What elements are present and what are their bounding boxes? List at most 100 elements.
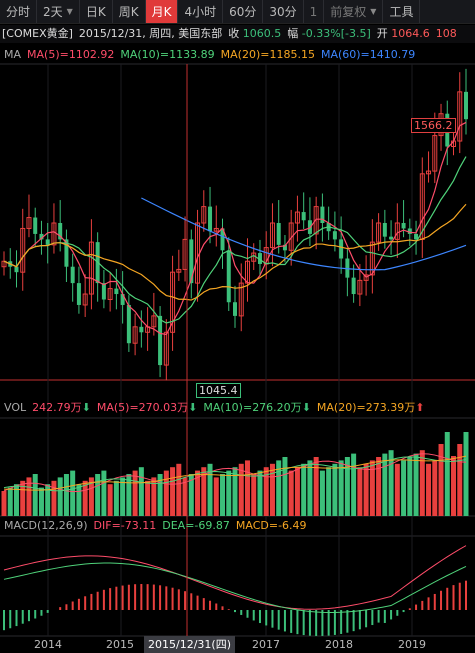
volume-bar xyxy=(107,484,113,516)
candle-down xyxy=(76,283,81,305)
up-arrow-icon: ⬆ xyxy=(415,401,425,414)
candle-up xyxy=(357,279,363,295)
candle-down xyxy=(464,91,468,120)
down-arrow-icon: ⬇ xyxy=(301,401,311,414)
candle-up xyxy=(457,91,463,142)
volume-bar xyxy=(7,487,13,516)
volume-bar xyxy=(26,477,32,516)
tab-more-periods[interactable]: 1 xyxy=(304,0,325,23)
tab-2day[interactable]: 2天 ▼ xyxy=(37,0,80,23)
candle-down xyxy=(332,231,337,240)
candle-up xyxy=(269,222,275,249)
chart-grid xyxy=(0,63,475,637)
chevron-down-icon: ▼ xyxy=(370,7,377,16)
candlestick-series xyxy=(1,68,468,381)
macd-label: MACD(12,26,9) xyxy=(4,519,88,532)
candle-up xyxy=(213,227,219,232)
candle-up xyxy=(107,288,113,301)
candle-down xyxy=(114,288,119,295)
candle-up xyxy=(432,135,438,172)
down-arrow-icon: ⬇ xyxy=(81,401,91,414)
volume-bar xyxy=(13,484,19,516)
candle-down xyxy=(401,223,406,229)
volume-bar xyxy=(444,432,450,516)
dea-line xyxy=(3,562,467,613)
change-label: 幅 xyxy=(287,27,299,40)
volume-bar xyxy=(45,484,51,516)
macd-value: MACD=-6.49 xyxy=(235,519,307,532)
volume-bar xyxy=(38,487,44,516)
volume-bar xyxy=(251,474,257,516)
volume-bar xyxy=(145,480,151,516)
tab-weekly-k[interactable]: 周K xyxy=(113,0,146,23)
volume-bar xyxy=(188,474,194,516)
ma-lines xyxy=(3,121,467,336)
volume-bar xyxy=(369,460,375,516)
tab-30min[interactable]: 30分 xyxy=(263,0,304,23)
tab-60min[interactable]: 60分 xyxy=(223,0,264,23)
candle-up xyxy=(132,326,138,344)
volume-bar xyxy=(451,456,457,516)
volume-bar xyxy=(163,470,169,516)
candle-up xyxy=(288,222,294,251)
close-value: 1060.5 xyxy=(242,27,282,40)
high-price-tag: 1566.2 xyxy=(411,118,456,133)
volume-bar xyxy=(220,474,226,516)
candle-down xyxy=(139,326,144,333)
volume-bar xyxy=(82,480,88,516)
candle-down xyxy=(14,266,19,273)
volume-bar xyxy=(457,444,463,516)
ma-legend: MA MA(5)=1102.92 MA(10)=1133.89 MA(20)=1185… xyxy=(0,46,475,64)
volume-bar xyxy=(20,480,26,516)
low-price-tag: 1045.4 xyxy=(196,383,241,398)
candle-up xyxy=(88,241,94,295)
volume-bar xyxy=(57,477,63,516)
vol-label: VOL xyxy=(4,401,27,414)
candle-up xyxy=(176,268,182,273)
volume-bar xyxy=(1,491,7,516)
adjust-dropdown[interactable]: 前复权 ▼ xyxy=(324,0,384,23)
volume-ma-lines xyxy=(3,453,467,493)
tab-timeshare[interactable]: 分时 xyxy=(0,0,38,23)
volume-bar xyxy=(419,450,425,516)
candle-down xyxy=(320,206,325,223)
candle-down xyxy=(339,239,344,259)
volume-bar xyxy=(351,453,357,516)
dif-line xyxy=(3,545,467,610)
candle-down xyxy=(158,315,163,366)
candle-down xyxy=(233,302,237,316)
volume-legend: VOL 242.79万⬇ MA(5)=270.03万⬇ MA(10)=276.20万⬇… xyxy=(0,399,475,417)
volume-bar xyxy=(138,467,144,516)
candle-up xyxy=(1,260,7,268)
volume-bar xyxy=(32,474,38,516)
ma5-line xyxy=(3,121,467,336)
candle-up xyxy=(82,293,88,306)
candle-down xyxy=(208,206,213,232)
vol-ma20-line xyxy=(3,455,467,491)
symbol-name: [COMEX黄金] xyxy=(2,27,73,40)
candle-down xyxy=(226,250,231,303)
tab-daily-k[interactable]: 日K xyxy=(80,0,113,23)
chevron-down-icon: ▼ xyxy=(66,7,73,16)
volume-bar xyxy=(257,470,263,516)
volume-bar xyxy=(313,457,319,516)
candle-down xyxy=(301,212,306,221)
candle-down xyxy=(282,244,287,251)
tab-monthly-k[interactable]: 月K xyxy=(145,0,179,23)
ma-label: MA xyxy=(4,48,22,61)
volume-bar xyxy=(226,470,232,516)
x-tick-2018: 2018 xyxy=(325,638,353,651)
volume-bar xyxy=(326,467,332,516)
volume-bar xyxy=(376,457,382,516)
candle-down xyxy=(220,228,225,251)
candle-up xyxy=(51,222,57,246)
ma60-line xyxy=(141,197,467,271)
volume-bar xyxy=(213,477,219,516)
volume-bar xyxy=(301,463,307,516)
tools-button[interactable]: 工具 xyxy=(383,0,421,23)
volume-bar xyxy=(182,477,188,516)
volume-bar xyxy=(307,460,313,516)
tab-4hour[interactable]: 4小时 xyxy=(178,0,224,23)
candle-down xyxy=(257,253,262,264)
